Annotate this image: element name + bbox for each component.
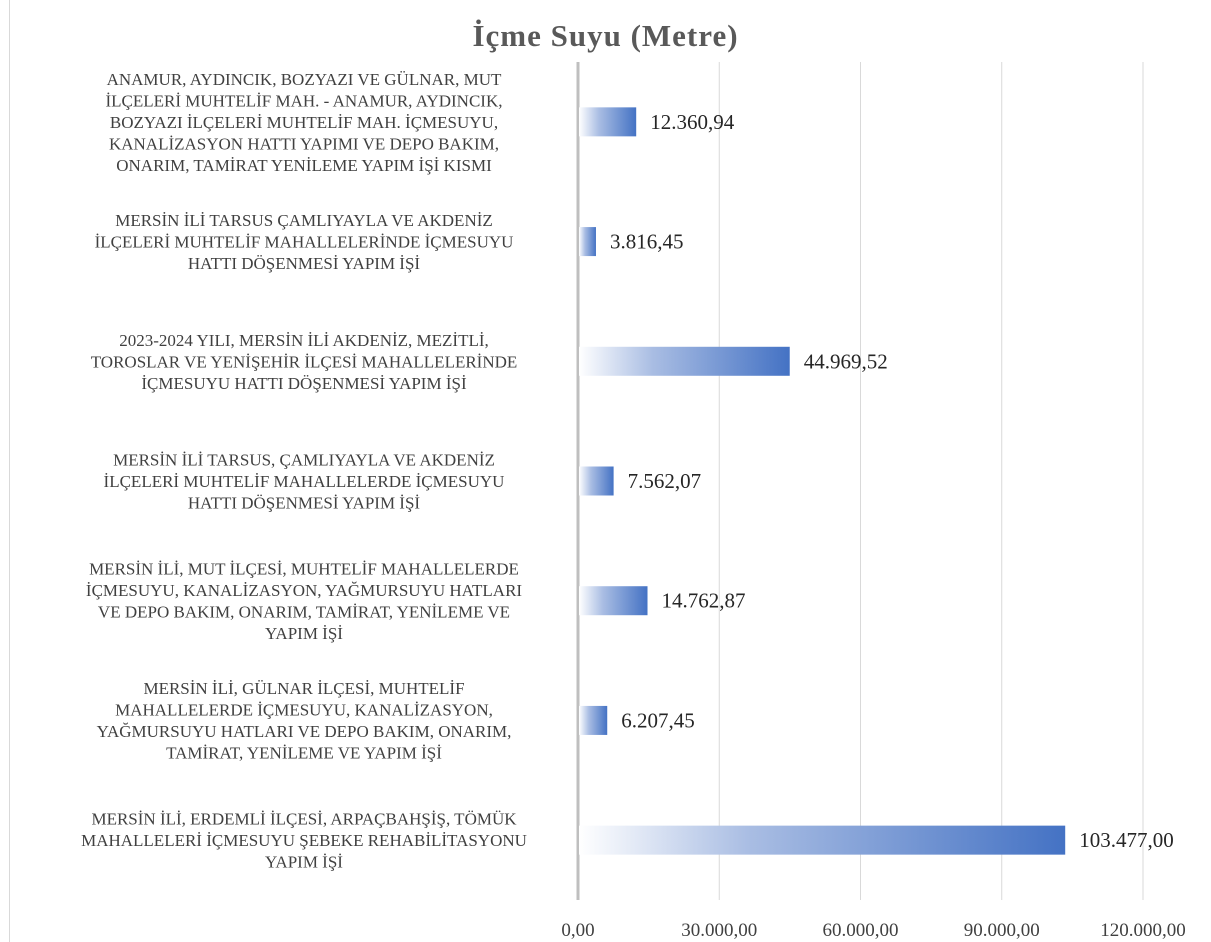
x-tick-label: 90.000,00 [964, 920, 1040, 941]
x-tick-label: 0,00 [561, 920, 594, 941]
data-label: 44.969,52 [804, 349, 888, 373]
chart-title: İçme Suyu (Metre) [472, 18, 739, 53]
data-label: 7.562,07 [628, 469, 702, 493]
category-label: MERSİN İLİ TARSUS ÇAMLIYAYLA VE AKDENİZ İ… [95, 211, 514, 273]
bar [579, 825, 1066, 855]
data-label: 14.762,87 [662, 589, 746, 613]
bar [579, 466, 614, 496]
x-tick-label: 30.000,00 [681, 920, 757, 941]
data-label: 3.816,45 [610, 230, 684, 254]
bar [579, 107, 637, 137]
bar [579, 227, 596, 257]
category-label: MERSİN İLİ TARSUS, ÇAMLIYAYLA VE AKDENİZ… [104, 451, 505, 513]
data-label: 6.207,45 [621, 708, 695, 732]
x-tick-label: 120.000,00 [1100, 920, 1186, 941]
chart-border [9, 0, 10, 942]
category-label: ANAMUR, AYDINCIK, BOZYAZI VE GÜLNAR, MUT… [106, 70, 503, 175]
data-label: 12.360,94 [650, 110, 735, 134]
category-label: MERSİN İLİ, ERDEMLİ İLÇESİ, ARPAÇBAHŞİŞ,… [81, 810, 527, 872]
x-tick-label: 60.000,00 [823, 920, 899, 941]
category-label: MERSİN İLİ, MUT İLÇESİ, MUHTELİF MAHALLE… [86, 559, 523, 643]
bar [579, 705, 608, 735]
data-label: 103.477,00 [1079, 828, 1174, 852]
bar [579, 586, 648, 616]
category-label: MERSİN İLİ, GÜLNAR İLÇESİ, MUHTELİF MAHAL… [97, 679, 512, 763]
category-label: 2023-2024 YILI, MERSİN İLİ AKDENİZ, MEZİ… [91, 331, 518, 393]
bar [579, 346, 790, 376]
